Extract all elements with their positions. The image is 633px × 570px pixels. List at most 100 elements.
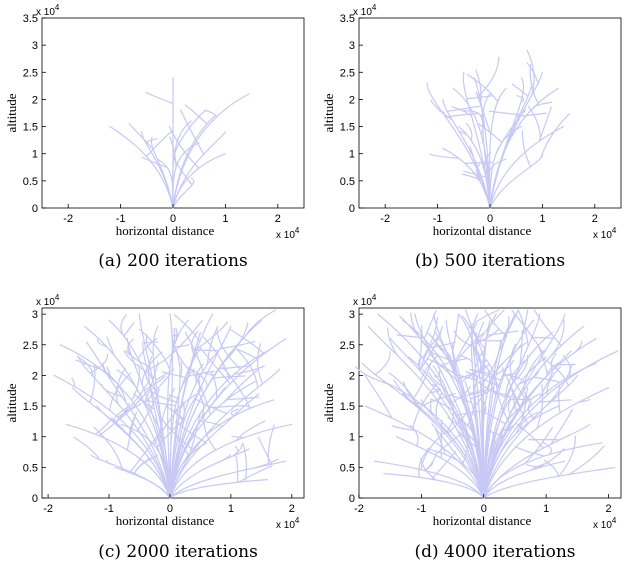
x-tick-label: -1	[104, 503, 114, 515]
y-tick-label: 3	[349, 309, 355, 321]
branch-line	[245, 309, 276, 336]
y-exponent-power: 4	[55, 3, 60, 12]
branch-line	[467, 384, 476, 427]
y-exponent-label: x 104	[36, 293, 60, 308]
branch-line	[174, 435, 190, 457]
branch-line	[143, 361, 159, 404]
branch-group	[426, 49, 570, 209]
y-exponent-label: x 104	[353, 293, 377, 308]
branch-line	[161, 371, 189, 379]
branch-line	[458, 417, 485, 499]
branch-line	[506, 374, 527, 384]
y-axis-label: altitude	[321, 93, 336, 132]
branch-line	[486, 359, 496, 380]
branch-line	[440, 419, 443, 459]
panel-b: -2 -1 0 1 2 0 0.5 1 1.5 2 2.5 3 3.5 horizontal distan…	[317, 0, 633, 244]
branch-line	[412, 363, 432, 400]
x-tick-label: -2	[63, 213, 73, 225]
y-tick-label: 0.5	[23, 462, 38, 474]
branch-line	[423, 309, 437, 340]
branch-line	[147, 399, 177, 407]
branch-line	[116, 369, 140, 393]
branch-line	[514, 446, 545, 457]
branch-line	[153, 407, 180, 446]
branch-line	[489, 153, 544, 209]
branch-line	[520, 411, 538, 430]
branch-line	[106, 459, 114, 466]
x-tick-label: 2	[289, 503, 295, 515]
branch-line	[402, 393, 485, 499]
branch-line	[89, 365, 96, 404]
branch-line	[447, 416, 481, 451]
branch-line	[141, 156, 168, 169]
branch-line	[511, 83, 529, 97]
branch-group	[53, 309, 293, 499]
branch-line	[453, 330, 473, 347]
branch-line	[169, 136, 177, 169]
caption-c: (c) 2000 iterations	[98, 542, 258, 562]
x-exponent-label: x 104	[593, 226, 617, 241]
branch-line	[472, 309, 505, 351]
branch-line	[431, 451, 457, 480]
y-exponent-label: x 104	[353, 3, 377, 18]
branch-line	[472, 348, 477, 352]
branch-line	[451, 323, 478, 368]
x-axis-label: horizontal distance	[116, 223, 215, 238]
branch-line	[451, 344, 485, 499]
branch-line	[208, 404, 245, 409]
branch-line	[383, 380, 485, 499]
y-exponent-power: 4	[372, 3, 377, 12]
branch-line	[148, 356, 171, 499]
branch-line	[203, 109, 218, 118]
branch-line	[546, 363, 573, 407]
y-tick-label: 1	[349, 149, 355, 161]
branch-line	[169, 350, 269, 499]
branch-line	[103, 369, 127, 403]
branch-line	[435, 392, 443, 421]
y-tick-label: 2.5	[23, 340, 38, 352]
branch-line	[388, 372, 418, 407]
branch-line	[475, 69, 482, 104]
branch-line	[538, 106, 552, 142]
x-exponent-power: 4	[295, 516, 300, 525]
y-tick-label: 2	[32, 370, 38, 382]
branch-line	[483, 466, 616, 499]
branch-line	[355, 366, 389, 385]
branch-line	[426, 358, 462, 381]
branch-line	[471, 376, 507, 399]
branch-line	[169, 448, 250, 499]
branch-line	[145, 371, 158, 393]
x-tick-label: 2	[275, 213, 281, 225]
y-tick-label: 1.5	[340, 122, 355, 134]
branch-line	[172, 153, 226, 209]
caption-d: (d) 4000 iterations	[414, 542, 576, 562]
branch-line	[159, 416, 195, 452]
branch-line	[434, 434, 460, 456]
panel-d: -2 -1 0 1 2 0 0.5 1 1.5 2 2.5 3 horizontal distance a…	[317, 290, 633, 534]
caption-b: (b) 500 iterations	[414, 251, 566, 271]
branch-line	[139, 328, 171, 370]
y-tick-label: 3.5	[23, 13, 38, 25]
panel-a: -2 -1 0 1 2 0 0.5 1 1.5 2 2.5 3 3.5 horizontal distan…	[0, 0, 316, 244]
branch-line	[201, 348, 231, 385]
branch-line	[140, 392, 156, 410]
branch-line	[445, 398, 455, 434]
branch-line	[142, 341, 154, 382]
branch-line	[71, 377, 76, 388]
branch-line	[109, 125, 174, 209]
branch-line	[257, 343, 264, 385]
branch-line	[438, 357, 469, 368]
branch-line	[169, 442, 208, 499]
branch-line	[393, 379, 420, 410]
branch-line	[431, 341, 456, 349]
y-tick-label: 0	[349, 493, 355, 505]
branch-line	[367, 325, 485, 499]
branch-line	[463, 170, 489, 179]
branch-line	[167, 319, 189, 499]
x-tick-label: -1	[416, 503, 426, 515]
branch-line	[220, 322, 249, 366]
y-tick-label: 0.5	[340, 462, 355, 474]
branch-line	[493, 342, 527, 376]
branch-line	[145, 91, 174, 105]
branch-line	[235, 455, 239, 483]
